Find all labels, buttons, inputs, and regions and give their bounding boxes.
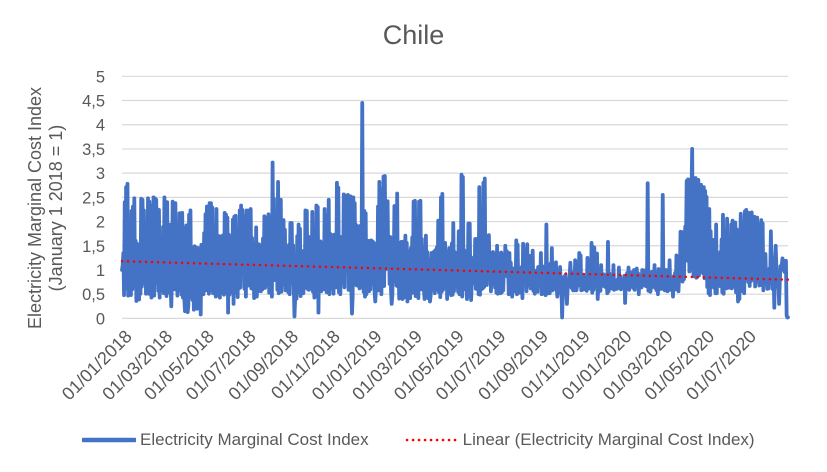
legend-series-label: Electricity Marginal Cost Index: [140, 430, 369, 449]
series-line-electricity-marginal-cost-index: [120, 101, 790, 320]
y-tick-label-1: 1: [96, 262, 105, 280]
y-tick-label-2: 2: [96, 214, 105, 232]
x-axis-tick-labels: 01/01/201801/03/201801/05/201801/07/2018…: [58, 326, 760, 404]
y-tick-label-4: 4: [96, 117, 105, 135]
y-tick-label-0: 0: [96, 310, 105, 328]
legend-item-series: Electricity Marginal Cost Index: [82, 430, 369, 450]
y-tick-label-4,5: 4,5: [82, 93, 105, 111]
y-axis-tick-labels: 0 0,5 1 1,5 2 2,5 3 3,5 4 4,5 5: [82, 68, 105, 328]
chart-title: Chile: [382, 20, 445, 50]
legend: Electricity Marginal Cost Index Linear (…: [82, 430, 827, 450]
y-tick-label-1,5: 1,5: [82, 238, 105, 256]
legend-series-line-swatch: [82, 430, 136, 450]
y-tick-label-3,5: 3,5: [82, 141, 105, 159]
y-tick-label-3: 3: [96, 165, 105, 183]
legend-trendline-swatch: [405, 430, 459, 450]
y-tick-label-2,5: 2,5: [82, 189, 105, 207]
y-tick-label-5: 5: [96, 68, 105, 86]
legend-trendline-label: Linear (Electricity Marginal Cost Index): [462, 430, 755, 449]
legend-item-trendline: Linear (Electricity Marginal Cost Index): [405, 430, 755, 450]
y-tick-label-0,5: 0,5: [82, 286, 105, 304]
